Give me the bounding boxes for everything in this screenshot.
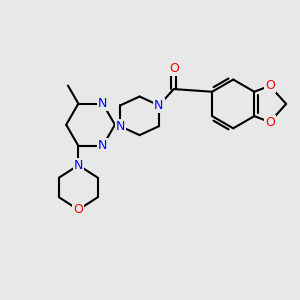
Text: N: N: [116, 120, 125, 133]
Text: N: N: [154, 99, 164, 112]
Text: O: O: [169, 62, 179, 75]
Text: N: N: [74, 159, 83, 172]
Text: O: O: [265, 116, 275, 129]
Text: O: O: [265, 79, 275, 92]
Text: N: N: [98, 97, 107, 110]
Text: O: O: [74, 203, 83, 216]
Text: N: N: [98, 139, 107, 152]
